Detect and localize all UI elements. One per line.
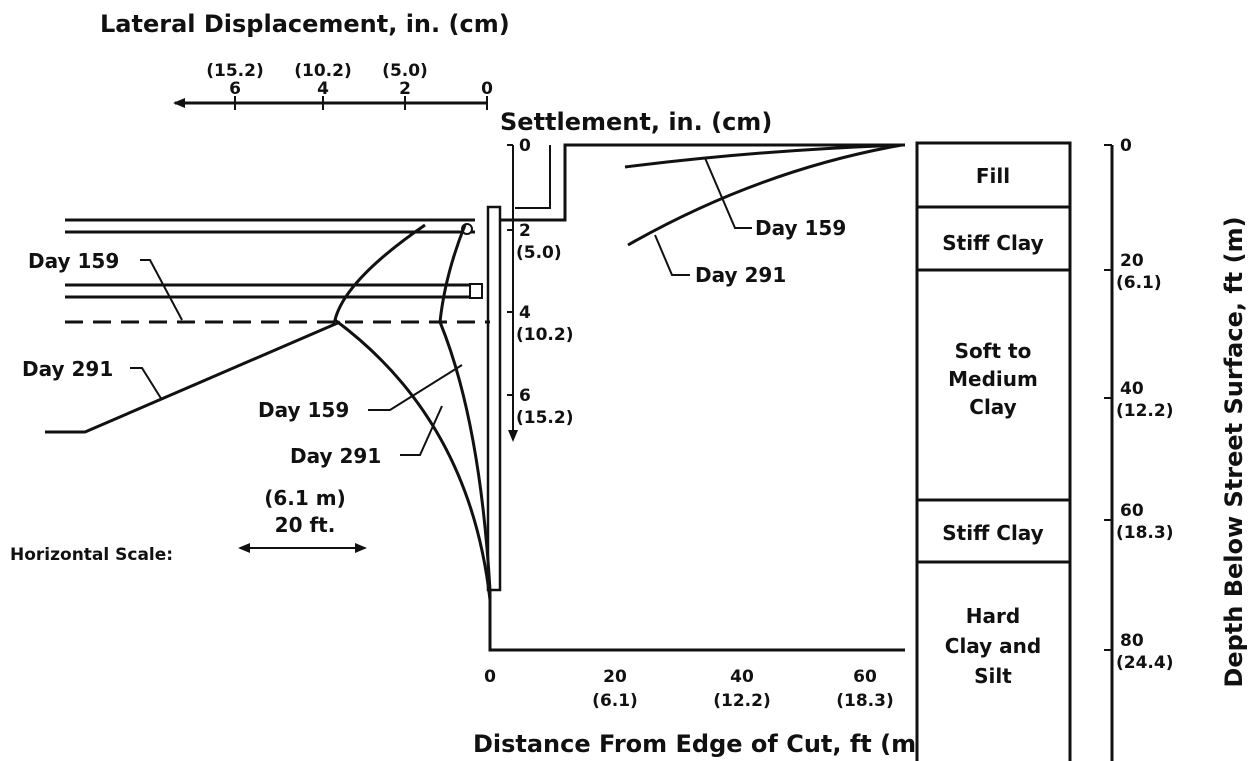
leader-line bbox=[704, 157, 752, 229]
tick-label: 0 bbox=[1120, 136, 1132, 156]
tick-label: 2 bbox=[519, 221, 531, 241]
tick-label: 60 bbox=[1120, 501, 1144, 521]
tick-label: (10.2) bbox=[294, 61, 351, 81]
displacement-curve bbox=[333, 223, 492, 601]
strut-end bbox=[469, 283, 483, 299]
settlement-title: Settlement, in. (cm) bbox=[500, 108, 772, 136]
settlement-profile bbox=[500, 143, 905, 222]
soil-label: Stiff Clay bbox=[942, 521, 1043, 545]
tick-label: 6 bbox=[229, 79, 241, 99]
curve-label: Day 291 bbox=[290, 444, 381, 468]
struts bbox=[65, 218, 490, 324]
curve-label: Day 159 bbox=[755, 216, 846, 240]
tick-label: (5.0) bbox=[382, 61, 428, 81]
tick-label: 20 bbox=[1120, 251, 1144, 271]
soil-column bbox=[915, 141, 1072, 761]
leader-line bbox=[140, 259, 183, 321]
leader-line bbox=[400, 405, 443, 456]
distance-axis bbox=[488, 590, 905, 652]
soil-label: Silt bbox=[974, 664, 1012, 688]
tick-label: (15.2) bbox=[516, 408, 573, 428]
scale-imperial: 20 ft. bbox=[275, 513, 336, 537]
distance-title: Distance From Edge of Cut, ft (m) bbox=[473, 730, 927, 758]
soil-label: Clay and bbox=[945, 634, 1041, 658]
curve-label: Day 159 bbox=[258, 398, 349, 422]
soil-label: Medium bbox=[948, 367, 1038, 391]
tick-label: 4 bbox=[519, 303, 531, 323]
leader-line bbox=[130, 367, 163, 401]
tick-label: 6 bbox=[519, 386, 531, 406]
tick-label: 4 bbox=[317, 79, 329, 99]
soil-label: Clay bbox=[969, 395, 1016, 419]
depth-title: Depth Below Street Surface, ft (m) bbox=[1220, 216, 1248, 687]
leader-line bbox=[368, 364, 463, 411]
tick-label: (18.3) bbox=[1116, 523, 1173, 543]
soil-label: Fill bbox=[976, 164, 1010, 188]
settlement-curve bbox=[627, 143, 903, 247]
tick-label: 20 bbox=[603, 667, 627, 687]
settlement-curve bbox=[624, 143, 903, 169]
soil-label: Soft to bbox=[955, 339, 1032, 363]
tick-label: 0 bbox=[484, 667, 496, 687]
tick-label: (24.4) bbox=[1116, 653, 1173, 673]
tick-label: (18.3) bbox=[836, 691, 893, 711]
settlement-profile bbox=[515, 145, 551, 209]
tick-label: (12.2) bbox=[713, 691, 770, 711]
tick-label: (5.0) bbox=[516, 243, 562, 263]
tick-label: 40 bbox=[1120, 379, 1144, 399]
curve-label: Day 291 bbox=[22, 357, 113, 381]
leader-line bbox=[654, 234, 690, 276]
layer-boundaries bbox=[917, 205, 1070, 564]
scale-metric: (6.1 m) bbox=[264, 486, 346, 510]
curve-label: Day 291 bbox=[695, 263, 786, 287]
tick-label: 0 bbox=[481, 79, 493, 99]
tick-label: (12.2) bbox=[1116, 401, 1173, 421]
tick-label: (6.1) bbox=[1116, 273, 1162, 293]
tick-label: (10.2) bbox=[516, 325, 573, 345]
soil-label: Stiff Clay bbox=[942, 231, 1043, 255]
curve-label: Day 159 bbox=[28, 249, 119, 273]
tick-label: 60 bbox=[853, 667, 877, 687]
tick-label: 0 bbox=[519, 136, 531, 156]
scale-label: Horizontal Scale: bbox=[10, 545, 173, 565]
wall bbox=[486, 205, 502, 592]
excavation-slope bbox=[45, 320, 341, 434]
displacement-curve bbox=[438, 224, 492, 591]
title: Lateral Displacement, in. (cm) bbox=[100, 10, 510, 38]
tick-label: 40 bbox=[730, 667, 754, 687]
tick-label: 2 bbox=[399, 79, 411, 99]
tick-label: (15.2) bbox=[206, 61, 263, 81]
soil-label: Hard bbox=[966, 604, 1020, 628]
tick-label: (6.1) bbox=[592, 691, 638, 711]
tick-label: 80 bbox=[1120, 631, 1144, 651]
